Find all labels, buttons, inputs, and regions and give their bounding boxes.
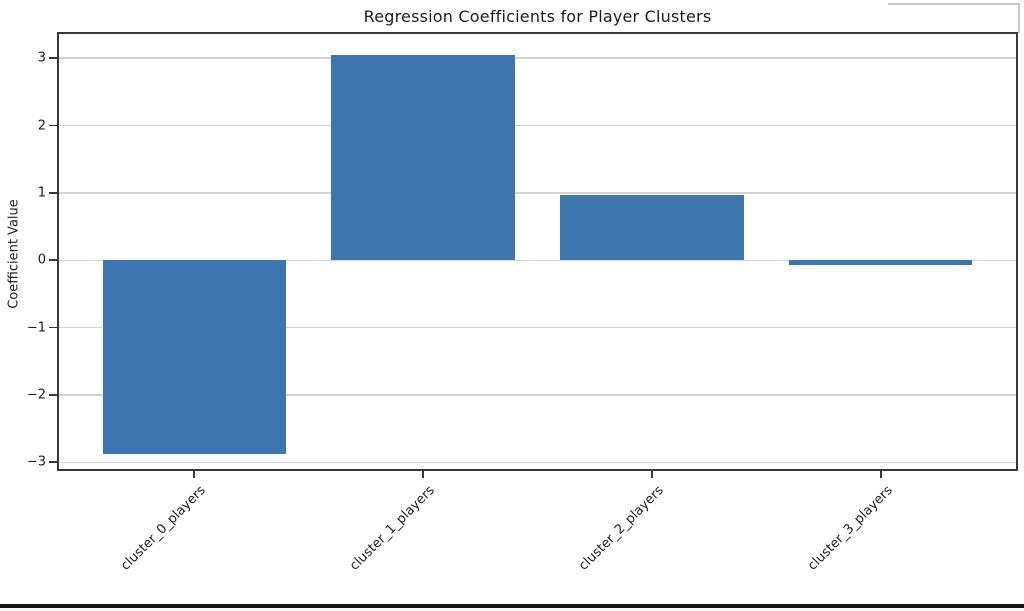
y-tick-label--2: −2	[26, 387, 46, 403]
y-tick-label-3: 3	[37, 50, 46, 66]
chart-title: Regression Coefficients for Player Clust…	[363, 7, 712, 26]
bar-cluster_1_players	[331, 54, 515, 261]
window-bottom-edge	[0, 604, 1024, 608]
x-tick-mark-cluster_1_players	[422, 471, 424, 478]
x-tick-label-text-cluster_1_players: cluster_1_players	[347, 483, 438, 574]
y-tick-mark--3	[49, 461, 57, 464]
x-tick-mark-cluster_3_players	[880, 471, 882, 478]
x-tick-label-text-cluster_3_players: cluster_3_players	[804, 483, 896, 574]
y-tick-mark--2	[49, 394, 57, 396]
gridline-y-3	[59, 57, 1016, 59]
gridline-y-2	[59, 124, 1016, 127]
y-tick-label--3: −3	[26, 454, 46, 470]
y-axis-label: Coefficient Value	[7, 199, 22, 309]
y-tick-label-1: 1	[37, 185, 46, 201]
y-tick-label-0: 0	[37, 252, 46, 268]
gridline-y--3	[59, 461, 1016, 464]
overlay-window-edge-vertical	[1018, 3, 1020, 33]
x-tick-mark-cluster_0_players	[193, 471, 195, 478]
y-tick-mark-3	[49, 57, 57, 60]
gridline-y-1	[59, 192, 1016, 194]
gridline-y-0	[59, 259, 1016, 261]
x-tick-label-text-cluster_0_players: cluster_0_players	[118, 483, 209, 574]
y-tick-mark-2	[49, 124, 57, 127]
bar-cluster_0_players	[102, 260, 286, 454]
y-tick-mark--1	[49, 326, 57, 329]
gridline-y--2	[59, 394, 1016, 396]
x-tick-mark-cluster_2_players	[651, 471, 653, 478]
y-axis-label-text: Coefficient Value	[6, 199, 22, 309]
bar-cluster_3_players	[789, 260, 973, 265]
y-tick-label--1: −1	[26, 320, 46, 336]
x-tick-label-text-cluster_2_players: cluster_2_players	[575, 483, 667, 574]
y-tick-mark-1	[49, 192, 57, 194]
gridline-y--1	[59, 326, 1016, 329]
bar-cluster_2_players	[560, 194, 744, 261]
y-tick-mark-0	[49, 259, 57, 262]
y-tick-label-2: 2	[37, 118, 46, 134]
plot-area: 3 2 1 0 −1 −2 −3 cluster_0_players cluster_1_pla…	[27, 32, 1018, 574]
overlay-window-edge-horizontal	[888, 3, 1020, 5]
window-bottom-strip	[0, 608, 1024, 611]
